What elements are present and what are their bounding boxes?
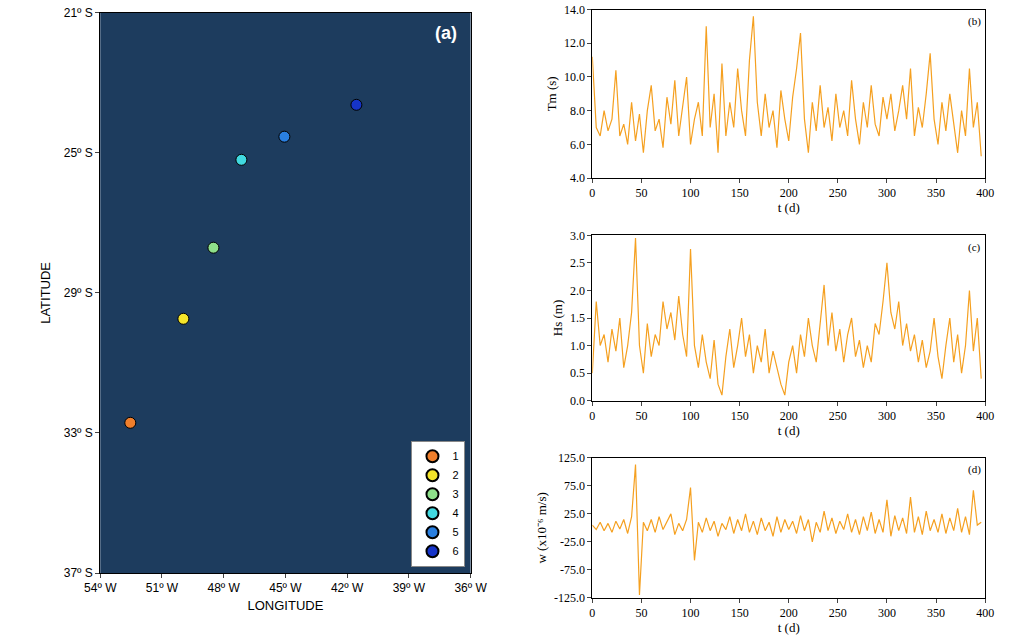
svg-text:250: 250: [829, 606, 847, 620]
svg-text:100: 100: [682, 186, 700, 200]
svg-text:150: 150: [731, 186, 749, 200]
svg-text:Tm (s): Tm (s): [544, 76, 559, 111]
svg-text:400: 400: [976, 606, 994, 620]
svg-text:2: 2: [452, 469, 458, 481]
svg-text:54º W: 54º W: [84, 581, 117, 595]
svg-text:LATITUDE: LATITUDE: [38, 262, 53, 324]
svg-text:1.5: 1.5: [570, 311, 585, 325]
svg-text:-75.0: -75.0: [560, 563, 585, 577]
svg-text:75.0: 75.0: [564, 479, 585, 493]
svg-text:36º W: 36º W: [454, 581, 487, 595]
svg-text:-125.0: -125.0: [554, 591, 585, 605]
svg-text:(a): (a): [435, 23, 457, 43]
svg-text:400: 400: [976, 409, 994, 423]
svg-text:0: 0: [589, 606, 595, 620]
svg-text:300: 300: [878, 606, 896, 620]
svg-text:(b): (b): [968, 15, 981, 28]
svg-text:0.0: 0.0: [570, 394, 585, 408]
svg-text:200: 200: [780, 186, 798, 200]
svg-text:4: 4: [452, 507, 458, 519]
svg-text:25.0: 25.0: [564, 507, 585, 521]
svg-text:Hs (m): Hs (m): [550, 300, 565, 336]
svg-text:250: 250: [829, 186, 847, 200]
svg-text:12.0: 12.0: [564, 36, 585, 50]
svg-text:-25.0: -25.0: [560, 535, 585, 549]
svg-text:(c): (c): [968, 241, 981, 254]
svg-text:200: 200: [780, 606, 798, 620]
svg-text:33º S: 33º S: [64, 426, 93, 440]
svg-text:300: 300: [878, 409, 896, 423]
svg-text:250: 250: [829, 409, 847, 423]
svg-text:10.0: 10.0: [564, 70, 585, 84]
svg-text:100: 100: [682, 409, 700, 423]
svg-text:t (d): t (d): [778, 423, 800, 438]
svg-text:6: 6: [452, 545, 458, 557]
svg-text:51º W: 51º W: [146, 581, 179, 595]
svg-text:100: 100: [682, 606, 700, 620]
svg-text:3: 3: [452, 488, 458, 500]
svg-text:50: 50: [635, 409, 647, 423]
svg-text:LONGITUDE: LONGITUDE: [247, 598, 323, 613]
svg-text:350: 350: [927, 409, 945, 423]
svg-text:400: 400: [976, 186, 994, 200]
svg-text:150: 150: [731, 606, 749, 620]
svg-text:37º S: 37º S: [64, 566, 93, 580]
svg-text:w (x10⁻⁶ m/s): w (x10⁻⁶ m/s): [534, 492, 549, 563]
svg-text:t (d): t (d): [778, 620, 800, 635]
svg-text:t (d): t (d): [778, 200, 800, 215]
svg-text:50: 50: [635, 606, 647, 620]
svg-text:2.5: 2.5: [570, 256, 585, 270]
svg-text:4.0: 4.0: [570, 171, 585, 185]
svg-text:1.0: 1.0: [570, 339, 585, 353]
svg-text:2.0: 2.0: [570, 284, 585, 298]
svg-text:8.0: 8.0: [570, 104, 585, 118]
svg-text:125.0: 125.0: [558, 451, 585, 465]
svg-text:45º W: 45º W: [269, 581, 302, 595]
svg-text:(d): (d): [968, 463, 981, 476]
svg-text:39º W: 39º W: [393, 581, 426, 595]
svg-text:200: 200: [780, 409, 798, 423]
svg-text:21º S: 21º S: [64, 6, 93, 20]
svg-text:350: 350: [927, 606, 945, 620]
svg-text:5: 5: [452, 526, 458, 538]
svg-text:6.0: 6.0: [570, 138, 585, 152]
svg-text:300: 300: [878, 186, 896, 200]
svg-text:50: 50: [635, 186, 647, 200]
svg-text:0: 0: [589, 409, 595, 423]
svg-text:25º S: 25º S: [64, 146, 93, 160]
svg-text:350: 350: [927, 186, 945, 200]
svg-text:1: 1: [452, 450, 458, 462]
svg-text:48º W: 48º W: [207, 581, 240, 595]
svg-text:0.5: 0.5: [570, 366, 585, 380]
svg-text:29º S: 29º S: [64, 286, 93, 300]
svg-text:42º W: 42º W: [331, 581, 364, 595]
svg-text:14.0: 14.0: [564, 3, 585, 17]
svg-text:3.0: 3.0: [570, 229, 585, 243]
svg-text:150: 150: [731, 409, 749, 423]
svg-text:0: 0: [589, 186, 595, 200]
